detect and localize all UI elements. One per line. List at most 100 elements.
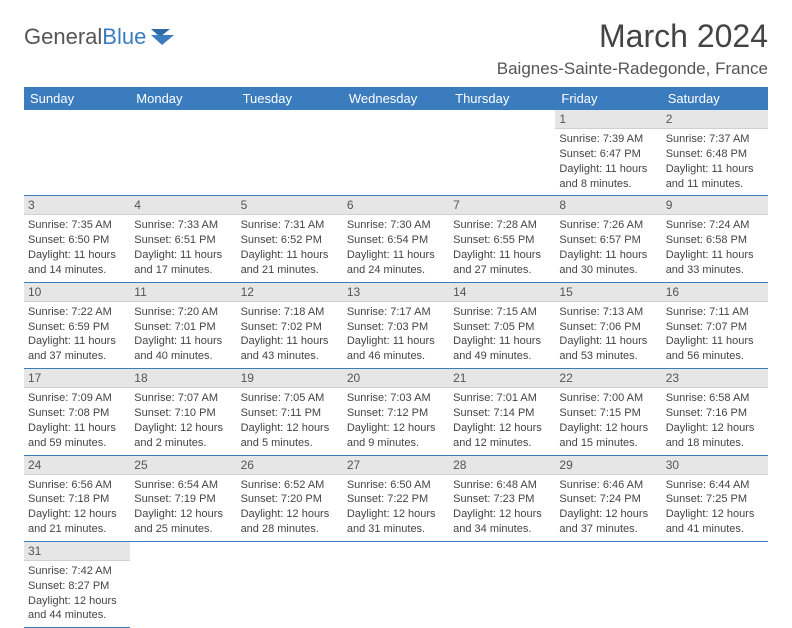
calendar-cell: 11Sunrise: 7:20 AMSunset: 7:01 PMDayligh… xyxy=(130,282,236,368)
day-details: Sunrise: 7:30 AMSunset: 6:54 PMDaylight:… xyxy=(343,215,449,281)
day-details: Sunrise: 7:00 AMSunset: 7:15 PMDaylight:… xyxy=(555,388,661,454)
day-details: Sunrise: 7:35 AMSunset: 6:50 PMDaylight:… xyxy=(24,215,130,281)
calendar-week-row: 24Sunrise: 6:56 AMSunset: 7:18 PMDayligh… xyxy=(24,455,768,541)
day-details: Sunrise: 7:28 AMSunset: 6:55 PMDaylight:… xyxy=(449,215,555,281)
calendar-cell: 23Sunrise: 6:58 AMSunset: 7:16 PMDayligh… xyxy=(662,369,768,455)
calendar-cell xyxy=(343,110,449,196)
day-details: Sunrise: 7:17 AMSunset: 7:03 PMDaylight:… xyxy=(343,302,449,368)
weekday-header: Wednesday xyxy=(343,87,449,110)
day-details: Sunrise: 7:03 AMSunset: 7:12 PMDaylight:… xyxy=(343,388,449,454)
day-details: Sunrise: 7:07 AMSunset: 7:10 PMDaylight:… xyxy=(130,388,236,454)
calendar-cell xyxy=(237,110,343,196)
day-number: 1 xyxy=(555,110,661,129)
calendar-cell xyxy=(130,110,236,196)
calendar-cell: 16Sunrise: 7:11 AMSunset: 7:07 PMDayligh… xyxy=(662,282,768,368)
calendar-cell xyxy=(24,110,130,196)
weekday-header: Monday xyxy=(130,87,236,110)
day-number: 7 xyxy=(449,196,555,215)
day-details: Sunrise: 6:54 AMSunset: 7:19 PMDaylight:… xyxy=(130,475,236,541)
day-number: 2 xyxy=(662,110,768,129)
calendar-cell: 26Sunrise: 6:52 AMSunset: 7:20 PMDayligh… xyxy=(237,455,343,541)
calendar-cell xyxy=(343,541,449,627)
calendar-cell: 7Sunrise: 7:28 AMSunset: 6:55 PMDaylight… xyxy=(449,196,555,282)
calendar-cell xyxy=(555,541,661,627)
day-details: Sunrise: 7:37 AMSunset: 6:48 PMDaylight:… xyxy=(662,129,768,195)
day-number: 18 xyxy=(130,369,236,388)
day-details: Sunrise: 7:22 AMSunset: 6:59 PMDaylight:… xyxy=(24,302,130,368)
calendar-cell: 21Sunrise: 7:01 AMSunset: 7:14 PMDayligh… xyxy=(449,369,555,455)
day-number: 25 xyxy=(130,456,236,475)
day-number: 23 xyxy=(662,369,768,388)
day-number: 19 xyxy=(237,369,343,388)
calendar-table: SundayMondayTuesdayWednesdayThursdayFrid… xyxy=(24,87,768,628)
day-details: Sunrise: 7:24 AMSunset: 6:58 PMDaylight:… xyxy=(662,215,768,281)
day-details: Sunrise: 7:39 AMSunset: 6:47 PMDaylight:… xyxy=(555,129,661,195)
weekday-header: Sunday xyxy=(24,87,130,110)
calendar-cell: 12Sunrise: 7:18 AMSunset: 7:02 PMDayligh… xyxy=(237,282,343,368)
calendar-cell xyxy=(237,541,343,627)
day-number: 20 xyxy=(343,369,449,388)
day-number: 17 xyxy=(24,369,130,388)
day-number: 10 xyxy=(24,283,130,302)
day-details: Sunrise: 7:15 AMSunset: 7:05 PMDaylight:… xyxy=(449,302,555,368)
calendar-cell: 19Sunrise: 7:05 AMSunset: 7:11 PMDayligh… xyxy=(237,369,343,455)
day-number: 5 xyxy=(237,196,343,215)
day-number: 13 xyxy=(343,283,449,302)
day-number: 3 xyxy=(24,196,130,215)
weekday-header: Friday xyxy=(555,87,661,110)
day-number: 16 xyxy=(662,283,768,302)
day-details: Sunrise: 7:18 AMSunset: 7:02 PMDaylight:… xyxy=(237,302,343,368)
calendar-cell xyxy=(449,110,555,196)
calendar-cell: 28Sunrise: 6:48 AMSunset: 7:23 PMDayligh… xyxy=(449,455,555,541)
day-number: 9 xyxy=(662,196,768,215)
header: GeneralBlue March 2024 Baignes-Sainte-Ra… xyxy=(24,18,768,79)
calendar-cell: 13Sunrise: 7:17 AMSunset: 7:03 PMDayligh… xyxy=(343,282,449,368)
calendar-week-row: 1Sunrise: 7:39 AMSunset: 6:47 PMDaylight… xyxy=(24,110,768,196)
day-details: Sunrise: 7:26 AMSunset: 6:57 PMDaylight:… xyxy=(555,215,661,281)
day-number: 21 xyxy=(449,369,555,388)
day-details: Sunrise: 6:50 AMSunset: 7:22 PMDaylight:… xyxy=(343,475,449,541)
calendar-cell: 4Sunrise: 7:33 AMSunset: 6:51 PMDaylight… xyxy=(130,196,236,282)
calendar-cell: 5Sunrise: 7:31 AMSunset: 6:52 PMDaylight… xyxy=(237,196,343,282)
calendar-header-row: SundayMondayTuesdayWednesdayThursdayFrid… xyxy=(24,87,768,110)
day-details: Sunrise: 7:05 AMSunset: 7:11 PMDaylight:… xyxy=(237,388,343,454)
calendar-week-row: 31Sunrise: 7:42 AMSunset: 8:27 PMDayligh… xyxy=(24,541,768,627)
calendar-cell xyxy=(130,541,236,627)
day-number: 28 xyxy=(449,456,555,475)
day-number: 4 xyxy=(130,196,236,215)
brand-part2: Blue xyxy=(102,24,146,49)
day-number: 8 xyxy=(555,196,661,215)
day-details: Sunrise: 7:09 AMSunset: 7:08 PMDaylight:… xyxy=(24,388,130,454)
day-number: 29 xyxy=(555,456,661,475)
day-details: Sunrise: 7:13 AMSunset: 7:06 PMDaylight:… xyxy=(555,302,661,368)
calendar-cell: 27Sunrise: 6:50 AMSunset: 7:22 PMDayligh… xyxy=(343,455,449,541)
day-details: Sunrise: 6:48 AMSunset: 7:23 PMDaylight:… xyxy=(449,475,555,541)
day-details: Sunrise: 7:01 AMSunset: 7:14 PMDaylight:… xyxy=(449,388,555,454)
day-details: Sunrise: 7:33 AMSunset: 6:51 PMDaylight:… xyxy=(130,215,236,281)
calendar-cell: 15Sunrise: 7:13 AMSunset: 7:06 PMDayligh… xyxy=(555,282,661,368)
day-number: 27 xyxy=(343,456,449,475)
calendar-cell: 30Sunrise: 6:44 AMSunset: 7:25 PMDayligh… xyxy=(662,455,768,541)
calendar-cell: 25Sunrise: 6:54 AMSunset: 7:19 PMDayligh… xyxy=(130,455,236,541)
calendar-cell: 1Sunrise: 7:39 AMSunset: 6:47 PMDaylight… xyxy=(555,110,661,196)
calendar-cell: 29Sunrise: 6:46 AMSunset: 7:24 PMDayligh… xyxy=(555,455,661,541)
calendar-cell: 31Sunrise: 7:42 AMSunset: 8:27 PMDayligh… xyxy=(24,541,130,627)
day-details: Sunrise: 7:11 AMSunset: 7:07 PMDaylight:… xyxy=(662,302,768,368)
day-number: 6 xyxy=(343,196,449,215)
day-details: Sunrise: 7:42 AMSunset: 8:27 PMDaylight:… xyxy=(24,561,130,627)
calendar-cell: 3Sunrise: 7:35 AMSunset: 6:50 PMDaylight… xyxy=(24,196,130,282)
calendar-cell: 8Sunrise: 7:26 AMSunset: 6:57 PMDaylight… xyxy=(555,196,661,282)
weekday-header: Saturday xyxy=(662,87,768,110)
day-number: 24 xyxy=(24,456,130,475)
calendar-cell: 20Sunrise: 7:03 AMSunset: 7:12 PMDayligh… xyxy=(343,369,449,455)
calendar-cell xyxy=(449,541,555,627)
calendar-cell: 17Sunrise: 7:09 AMSunset: 7:08 PMDayligh… xyxy=(24,369,130,455)
weekday-header: Thursday xyxy=(449,87,555,110)
day-details: Sunrise: 6:44 AMSunset: 7:25 PMDaylight:… xyxy=(662,475,768,541)
day-number: 14 xyxy=(449,283,555,302)
day-number: 15 xyxy=(555,283,661,302)
calendar-cell: 14Sunrise: 7:15 AMSunset: 7:05 PMDayligh… xyxy=(449,282,555,368)
day-number: 22 xyxy=(555,369,661,388)
location: Baignes-Sainte-Radegonde, France xyxy=(497,59,768,79)
brand-part1: General xyxy=(24,24,102,49)
